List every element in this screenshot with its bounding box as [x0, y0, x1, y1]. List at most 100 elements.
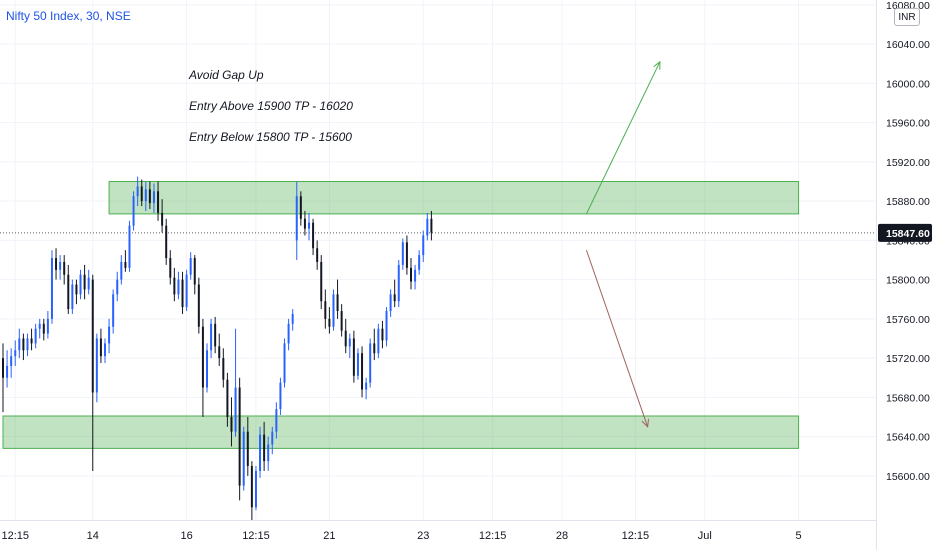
candle[interactable] — [279, 377, 282, 416]
candle[interactable] — [430, 210, 433, 241]
candle[interactable] — [2, 343, 4, 413]
candle[interactable] — [340, 304, 343, 337]
trend-arrow[interactable] — [585, 60, 661, 215]
candle[interactable] — [299, 191, 302, 226]
candle[interactable] — [312, 218, 315, 256]
candle[interactable] — [120, 255, 123, 285]
candle[interactable] — [104, 338, 106, 364]
candle[interactable] — [426, 212, 429, 241]
candle[interactable] — [332, 289, 335, 331]
last-price-badge[interactable]: 15847.60 — [878, 223, 932, 242]
candle[interactable] — [250, 461, 253, 520]
candle[interactable] — [91, 274, 94, 471]
candle[interactable] — [254, 466, 257, 511]
candle[interactable] — [238, 377, 241, 501]
candle[interactable] — [348, 333, 351, 359]
candle[interactable] — [124, 250, 127, 272]
candle[interactable] — [63, 255, 66, 285]
candle[interactable] — [295, 181, 298, 260]
candle[interactable] — [10, 348, 13, 378]
candle[interactable] — [267, 436, 270, 471]
candle[interactable] — [22, 333, 25, 361]
candle[interactable] — [136, 176, 139, 207]
candle[interactable] — [385, 307, 388, 347]
candle[interactable] — [352, 330, 355, 383]
annotation-text[interactable]: Entry Below 15800 TP - 15600 — [189, 130, 352, 144]
candle[interactable] — [401, 238, 404, 270]
candle[interactable] — [230, 397, 233, 447]
candle[interactable] — [410, 258, 412, 290]
candle[interactable] — [405, 235, 408, 275]
candle[interactable] — [234, 328, 237, 437]
candle[interactable] — [189, 252, 192, 280]
candle[interactable] — [373, 328, 376, 361]
candle[interactable] — [75, 279, 78, 305]
candle[interactable] — [148, 181, 151, 209]
candle[interactable] — [30, 328, 33, 351]
candle[interactable] — [206, 343, 208, 393]
candle[interactable] — [365, 377, 368, 400]
candle[interactable] — [328, 307, 331, 334]
candle[interactable] — [303, 210, 306, 236]
candle[interactable] — [132, 191, 135, 231]
candle[interactable] — [422, 230, 425, 262]
candle[interactable] — [218, 333, 221, 366]
symbol-title[interactable]: Nifty 50 Index, 30, NSE — [6, 9, 131, 23]
candle[interactable] — [95, 333, 98, 403]
candle[interactable] — [181, 271, 184, 314]
candle[interactable] — [356, 348, 359, 380]
candle[interactable] — [50, 250, 53, 324]
candle[interactable] — [152, 183, 155, 213]
candle[interactable] — [308, 212, 310, 241]
candle[interactable] — [361, 346, 364, 398]
candle[interactable] — [393, 279, 396, 308]
candle[interactable] — [71, 279, 74, 314]
support-resistance-zone[interactable] — [2, 415, 800, 449]
candle[interactable] — [271, 426, 274, 455]
candle[interactable] — [275, 402, 278, 439]
annotation-text[interactable]: Avoid Gap Up — [188, 68, 264, 82]
candle[interactable] — [18, 328, 21, 359]
candle[interactable] — [414, 264, 417, 290]
candle[interactable] — [377, 323, 380, 359]
candle[interactable] — [324, 289, 327, 329]
candle[interactable] — [197, 277, 200, 334]
candle[interactable] — [112, 289, 115, 334]
candle[interactable] — [6, 350, 9, 388]
candle[interactable] — [14, 340, 17, 366]
candle[interactable] — [336, 279, 339, 319]
candle[interactable] — [389, 289, 392, 317]
candle[interactable] — [59, 255, 62, 280]
annotation-text[interactable]: Entry Above 15900 TP - 16020 — [189, 99, 353, 113]
candle[interactable] — [177, 271, 180, 300]
candle[interactable] — [246, 416, 249, 476]
candle[interactable] — [83, 264, 86, 300]
candle[interactable] — [157, 181, 160, 221]
trend-arrow[interactable] — [585, 250, 650, 428]
candle[interactable] — [291, 309, 294, 331]
candle[interactable] — [165, 218, 168, 265]
candle[interactable] — [144, 181, 147, 211]
candle[interactable] — [169, 250, 172, 285]
candle[interactable] — [173, 267, 176, 302]
candle[interactable] — [226, 372, 229, 427]
candle[interactable] — [259, 426, 262, 478]
candle[interactable] — [67, 264, 70, 314]
candle[interactable] — [418, 250, 421, 275]
candle[interactable] — [55, 248, 58, 280]
candle[interactable] — [87, 269, 90, 295]
candle[interactable] — [210, 318, 213, 359]
candle[interactable] — [79, 269, 82, 300]
candle[interactable] — [185, 269, 188, 312]
candle[interactable] — [316, 240, 319, 270]
candle[interactable] — [287, 318, 290, 351]
currency-badge[interactable]: INR — [894, 8, 920, 26]
candle[interactable] — [381, 320, 384, 349]
candle[interactable] — [320, 255, 323, 310]
candle[interactable] — [116, 271, 119, 302]
candle[interactable] — [46, 311, 49, 339]
candle[interactable] — [108, 318, 111, 354]
candle[interactable] — [34, 323, 37, 349]
candle[interactable] — [38, 318, 41, 339]
